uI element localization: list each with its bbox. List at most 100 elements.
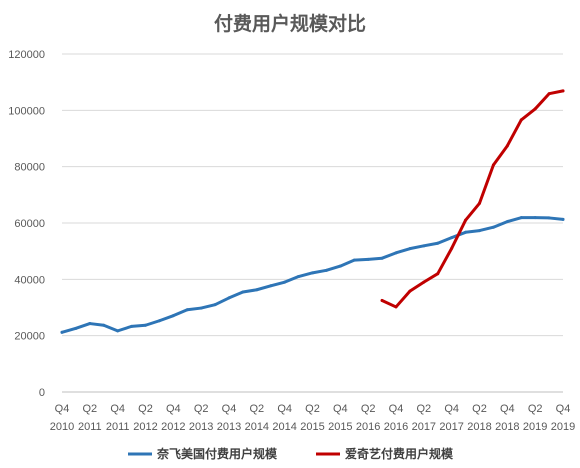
data-point	[157, 319, 161, 323]
data-point	[130, 324, 134, 328]
x-tick-quarter: Q2	[138, 403, 153, 415]
data-point	[185, 308, 189, 312]
data-point	[297, 275, 301, 279]
legend: 奈飞美国付费用户规模 爱奇艺付费用户规模	[128, 446, 454, 461]
x-tick-year: 2013	[217, 421, 241, 433]
x-tick-year: 2017	[412, 421, 436, 433]
y-tick-label: 0	[39, 387, 45, 399]
data-point	[478, 229, 481, 233]
y-tick-label: 80000	[14, 162, 45, 174]
data-point	[519, 118, 523, 122]
x-tick-quarter: Q4	[444, 403, 459, 415]
data-point	[561, 217, 565, 221]
data-point	[547, 92, 551, 96]
data-point	[505, 144, 509, 148]
x-tick-year: 2019	[523, 421, 547, 433]
data-point	[464, 230, 468, 234]
data-point	[394, 305, 398, 309]
y-tick-label: 60000	[14, 218, 45, 230]
data-point	[338, 264, 342, 268]
data-point	[60, 330, 64, 334]
data-point	[116, 329, 120, 333]
x-tick-quarter: Q4	[110, 403, 125, 415]
x-tick-quarter: Q2	[194, 403, 209, 415]
x-tick-quarter: Q2	[528, 403, 543, 415]
x-tick-quarter: Q2	[361, 403, 376, 415]
data-point	[450, 236, 454, 240]
data-point	[380, 298, 384, 302]
series-line-1	[380, 89, 565, 309]
x-tick-year: 2010	[50, 421, 74, 433]
x-tick-quarter: Q2	[472, 403, 487, 415]
x-tick-year: 2018	[467, 421, 491, 433]
chart-title: 付费用户规模对比	[214, 12, 366, 35]
legend-label: 爱奇艺付费用户规模	[345, 446, 454, 461]
data-point	[74, 326, 78, 330]
x-tick-year: 2012	[161, 421, 185, 433]
data-point	[491, 225, 495, 229]
data-point	[491, 163, 495, 167]
data-point	[144, 323, 147, 327]
data-point	[533, 107, 537, 111]
data-point	[547, 216, 551, 220]
x-axis: Q4 2010 Q2 2011 Q4 2011 Q2 2012 Q4 2012 Q2 2013 Q4 20…	[50, 391, 575, 433]
data-point	[352, 258, 356, 262]
x-tick-quarter: Q4	[222, 403, 237, 415]
x-tick-year: 2013	[189, 421, 213, 433]
x-tick-year: 2018	[495, 421, 519, 433]
data-point	[171, 314, 175, 318]
data-point	[505, 220, 509, 224]
data-point	[561, 89, 565, 93]
data-point	[519, 216, 523, 220]
legend-label: 奈飞美国付费用户规模	[156, 446, 278, 461]
x-tick-year: 2017	[439, 421, 463, 433]
x-tick-quarter: Q2	[416, 403, 431, 415]
data-point	[394, 251, 398, 255]
data-point	[227, 296, 231, 300]
x-tick-year: 2019	[551, 421, 575, 433]
x-tick-quarter: Q4	[55, 403, 70, 415]
x-tick-quarter: Q2	[305, 403, 320, 415]
data-point	[311, 271, 314, 275]
data-point	[436, 241, 440, 245]
x-tick-year: 2015	[328, 421, 352, 433]
x-tick-year: 2011	[78, 421, 102, 433]
x-tick-year: 2014	[245, 421, 269, 433]
x-tick-year: 2014	[272, 421, 296, 433]
x-tick-quarter: Q4	[500, 403, 515, 415]
x-tick-quarter: Q4	[333, 403, 348, 415]
series-line-0	[60, 216, 565, 334]
x-tick-year: 2011	[106, 421, 130, 433]
x-tick-year: 2016	[384, 421, 408, 433]
y-tick-label: 20000	[14, 331, 45, 343]
data-point	[380, 256, 384, 260]
data-point	[255, 288, 259, 292]
y-tick-label: 100000	[8, 105, 45, 117]
series-lines	[60, 89, 565, 334]
data-point	[199, 306, 203, 310]
data-point	[464, 218, 468, 222]
y-tick-label: 120000	[8, 49, 45, 61]
data-point	[450, 246, 454, 250]
data-point	[408, 289, 412, 293]
data-point	[88, 322, 92, 326]
data-point	[436, 272, 440, 276]
data-point	[102, 323, 106, 327]
x-tick-quarter: Q2	[82, 403, 97, 415]
x-tick-quarter: Q4	[277, 403, 292, 415]
data-point	[422, 280, 426, 284]
data-point	[213, 303, 217, 307]
x-tick-year: 2015	[300, 421, 324, 433]
x-tick-year: 2012	[133, 421, 157, 433]
x-tick-year: 2016	[356, 421, 380, 433]
data-point	[408, 247, 412, 251]
x-tick-quarter: Q4	[389, 403, 404, 415]
data-point	[241, 290, 245, 294]
gridlines	[62, 53, 563, 393]
x-tick-quarter: Q4	[166, 403, 181, 415]
data-point	[478, 201, 481, 205]
data-point	[324, 268, 328, 272]
data-point	[366, 257, 370, 261]
